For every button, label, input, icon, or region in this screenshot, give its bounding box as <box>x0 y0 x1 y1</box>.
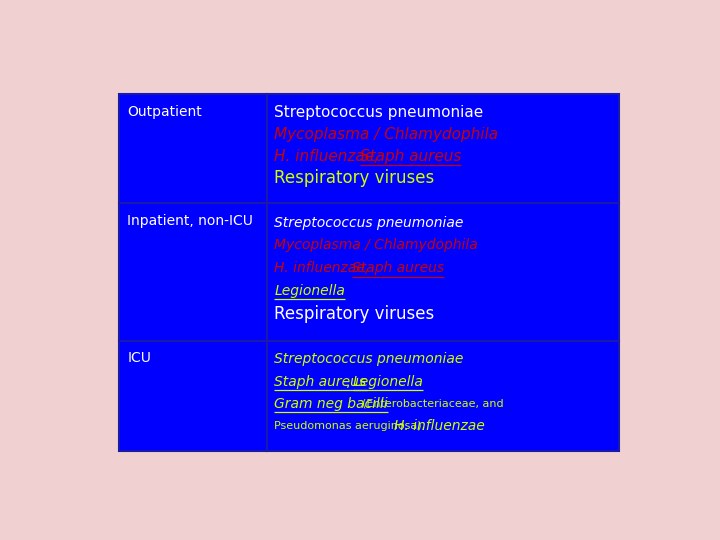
Text: H. influenzae: H. influenzae <box>395 419 485 433</box>
Bar <box>120 203 266 341</box>
Text: Mycoplasma / Chlamydophila: Mycoplasma / Chlamydophila <box>274 239 478 252</box>
Text: Inpatient, non-ICU: Inpatient, non-ICU <box>127 214 253 228</box>
Bar <box>266 94 618 203</box>
Text: Gram neg bacilli: Gram neg bacilli <box>274 397 388 411</box>
Text: Respiratory viruses: Respiratory viruses <box>274 305 435 323</box>
Text: Legionella: Legionella <box>353 375 423 389</box>
Bar <box>120 341 266 451</box>
Text: Outpatient: Outpatient <box>127 105 202 119</box>
Text: ICU: ICU <box>127 352 151 366</box>
Text: ,: , <box>346 375 354 389</box>
Text: (Enterobacteriaceae, and: (Enterobacteriaceae, and <box>362 399 504 409</box>
Text: Pseudomonas aeruginosa),: Pseudomonas aeruginosa), <box>274 421 429 431</box>
Bar <box>120 94 266 203</box>
Bar <box>266 341 618 451</box>
Text: Streptococcus pneumoniae: Streptococcus pneumoniae <box>274 105 484 120</box>
Text: Streptococcus pneumoniae: Streptococcus pneumoniae <box>274 353 464 367</box>
Text: Streptococcus pneumoniae: Streptococcus pneumoniae <box>274 215 464 230</box>
Text: H. influenzae,: H. influenzae, <box>274 148 384 164</box>
Text: Respiratory viruses: Respiratory viruses <box>274 169 435 187</box>
Text: Legionella: Legionella <box>274 284 346 298</box>
Bar <box>266 203 618 341</box>
Text: Staph aureus: Staph aureus <box>274 375 366 389</box>
Text: Staph aureus: Staph aureus <box>359 148 461 164</box>
Text: Staph aureus: Staph aureus <box>351 261 444 275</box>
Text: Mycoplasma / Chlamydophila: Mycoplasma / Chlamydophila <box>274 127 498 142</box>
Text: H. influenzae,: H. influenzae, <box>274 261 374 275</box>
